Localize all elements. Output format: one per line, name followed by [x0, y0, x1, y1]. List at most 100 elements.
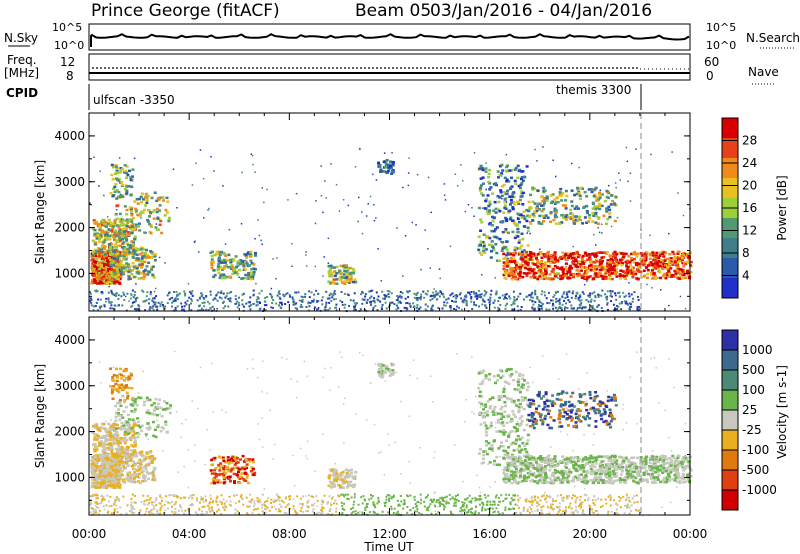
power-cell [570, 189, 574, 192]
power-cell [543, 291, 546, 294]
power-cell [539, 272, 543, 275]
velocity-cell [546, 397, 548, 399]
power-cell [572, 273, 575, 276]
power-cell [526, 214, 530, 217]
power-cell [599, 189, 602, 191]
velocity-cell [98, 361, 101, 363]
power-cell [498, 196, 502, 199]
power-cell [624, 252, 628, 256]
power-cell [340, 291, 343, 293]
power-cell [592, 308, 595, 310]
power-cell [463, 298, 466, 301]
power-cell [103, 247, 106, 251]
velocity-cell [259, 501, 262, 504]
power-cell [512, 300, 515, 303]
velocity-cell [316, 500, 319, 502]
power-cell [142, 270, 146, 273]
power-cell [114, 164, 118, 167]
power-cell [624, 302, 627, 305]
power-cell [566, 276, 570, 280]
velocity-cell [489, 503, 492, 506]
velocity-cell [445, 499, 448, 502]
power-cell [380, 170, 384, 173]
velocity-cell [461, 503, 464, 506]
velocity-cell [584, 499, 586, 502]
power-cell [93, 278, 96, 281]
power-cell [119, 271, 123, 274]
power-cell [130, 220, 134, 223]
velocity-cell [585, 400, 588, 402]
power-cell [630, 257, 633, 260]
power-cell [130, 175, 134, 178]
power-cell [471, 207, 473, 209]
power-cell [601, 251, 605, 254]
power-cell [96, 274, 100, 278]
power-cell [455, 300, 457, 303]
power-cell [536, 259, 539, 262]
power-cell [103, 222, 107, 226]
power-cell [653, 258, 657, 261]
power-cell [110, 301, 112, 304]
power-cell [152, 301, 155, 304]
power-cell [115, 268, 119, 272]
power-cell [553, 264, 557, 268]
power-cell [245, 256, 248, 259]
power-cell [478, 305, 480, 308]
power-cell [604, 270, 608, 273]
power-cell [183, 290, 186, 293]
power-cell [109, 307, 112, 310]
velocity-cell [557, 510, 560, 513]
power-cell [505, 180, 509, 183]
power-cell [343, 270, 347, 273]
power-cell [191, 295, 194, 297]
power-cell [581, 266, 585, 269]
velocity-cell [101, 495, 104, 497]
velocity-cell [398, 504, 401, 507]
power-cell [606, 303, 609, 306]
power-cell [237, 301, 240, 304]
power-cell [601, 266, 604, 270]
velocity-cell [357, 503, 360, 506]
power-cell [104, 225, 108, 229]
power-cell [658, 254, 662, 257]
power-cell [115, 171, 119, 174]
power-cell [358, 196, 360, 199]
power-cell [538, 304, 540, 306]
power-cell [542, 216, 546, 219]
power-cell [132, 296, 135, 299]
velocity-cell [270, 498, 273, 501]
power-cell [125, 165, 129, 168]
power-cell [470, 297, 473, 300]
power-cell [115, 217, 119, 221]
velocity-cell [459, 510, 462, 513]
power-cell [247, 301, 250, 304]
power-cell [530, 258, 534, 261]
power-cell [133, 238, 137, 241]
power-cell [491, 215, 494, 219]
power-cell [254, 171, 256, 173]
power-cell [504, 216, 508, 220]
power-cell [111, 222, 115, 226]
power-cell [594, 258, 598, 261]
power-cell [345, 270, 349, 273]
power-cell [613, 254, 617, 257]
power-cell [481, 207, 484, 209]
power-cell [601, 232, 603, 234]
power-cell [90, 265, 94, 268]
velocity-cell [191, 494, 194, 497]
velocity-cell [565, 509, 567, 512]
power-cell [504, 304, 507, 307]
velocity-cell [385, 498, 388, 501]
power-cell [127, 264, 130, 267]
power-cell [666, 265, 669, 269]
power-cell [598, 191, 602, 194]
power-cell [569, 212, 573, 215]
velocity-cell [130, 505, 133, 508]
power-colorbar-segment [722, 278, 738, 299]
power-cell [444, 199, 447, 201]
power-cell [128, 220, 132, 223]
power-cell [580, 299, 583, 302]
power-cell [416, 306, 419, 309]
power-cell [131, 230, 135, 233]
power-cell [512, 252, 516, 255]
